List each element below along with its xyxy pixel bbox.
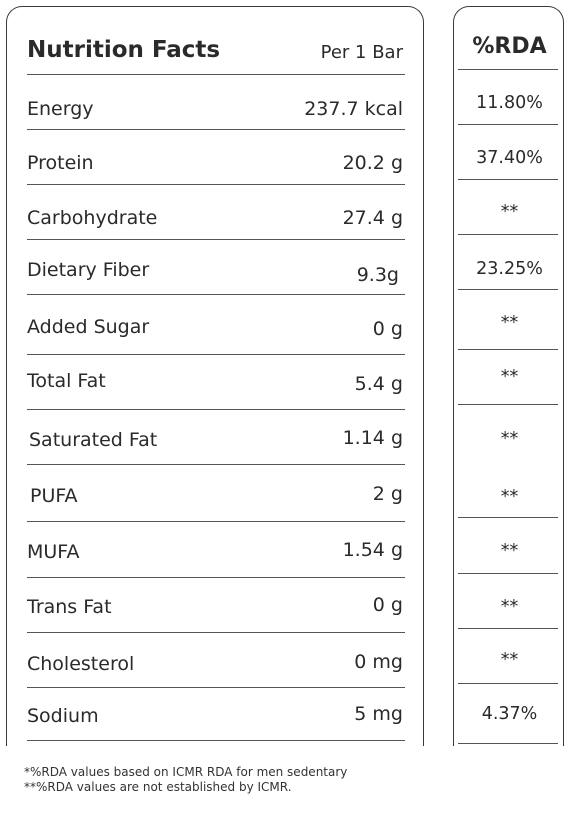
row-label-carbohydrate: Carbohydrate [27, 207, 158, 229]
row-value-cholesterol: 0 mg [354, 651, 403, 673]
row-value-carbohydrate: 27.4 g [342, 207, 403, 229]
rda-sodium: 4.37% [481, 704, 538, 724]
row-value-added-sugar: 0 g [372, 318, 403, 340]
nutrition-facts-title: Nutrition Facts [27, 37, 221, 63]
row-divider [27, 577, 405, 578]
rda-saturated-fat: ** [500, 429, 519, 449]
footnote-icmr-rda: *%RDA values based on ICMR RDA for men s… [24, 765, 348, 779]
row-value-total-fat: 5.4 g [354, 373, 403, 395]
rda-divider [458, 517, 558, 518]
serving-size-label: Per 1 Bar [320, 42, 403, 63]
rda-divider [458, 234, 558, 235]
footnote-not-established: **%RDA values are not established by ICM… [24, 780, 292, 794]
row-value-trans-fat: 0 g [372, 594, 403, 616]
nutrition-facts-panel: Nutrition Facts Per 1 Bar Energy 237.7 k… [6, 6, 424, 746]
row-value-saturated-fat: 1.14 g [342, 427, 403, 449]
rda-protein: 37.40% [476, 148, 543, 168]
row-label-added-sugar: Added Sugar [27, 316, 150, 338]
row-label-cholesterol: Cholesterol [27, 653, 135, 675]
row-divider [27, 409, 405, 410]
row-divider [27, 687, 405, 688]
row-label-trans-fat: Trans Fat [27, 596, 112, 618]
row-divider [27, 632, 405, 633]
rda-column-panel: %RDA 11.80% 37.40% ** 23.25% ** ** ** **… [453, 6, 564, 746]
rda-trans-fat: ** [500, 597, 519, 617]
rda-pufa: ** [500, 487, 519, 507]
rda-divider [458, 69, 558, 70]
rda-divider [458, 124, 558, 125]
row-divider [27, 129, 405, 130]
row-label-saturated-fat: Saturated Fat [29, 429, 158, 451]
rda-carbohydrate: ** [500, 202, 519, 222]
rda-total-fat: ** [500, 367, 519, 387]
row-value-protein: 20.2 g [342, 152, 403, 174]
rda-divider [458, 683, 558, 684]
row-label-sodium: Sodium [27, 705, 99, 727]
rda-dietary-fiber: 23.25% [476, 259, 543, 279]
rda-divider [458, 289, 558, 290]
row-value-mufa: 1.54 g [342, 539, 403, 561]
rda-header: %RDA [472, 34, 547, 59]
rda-divider [458, 743, 558, 744]
row-divider [27, 740, 405, 741]
row-divider [27, 464, 405, 465]
rda-divider [458, 179, 558, 180]
row-divider [27, 354, 405, 355]
row-value-pufa: 2 g [372, 483, 403, 505]
row-label-dietary-fiber: Dietary Fiber [27, 259, 150, 281]
row-value-energy: 237.7 kcal [304, 98, 403, 120]
rda-divider [458, 349, 558, 350]
row-divider [27, 294, 405, 295]
row-divider [27, 239, 405, 240]
row-label-pufa: PUFA [30, 485, 78, 507]
row-label-protein: Protein [27, 152, 94, 174]
rda-divider [458, 573, 558, 574]
row-label-energy: Energy [27, 98, 94, 120]
rda-energy: 11.80% [476, 93, 543, 113]
rda-cholesterol: ** [500, 650, 519, 670]
row-value-dietary-fiber: 9.3g [356, 264, 399, 286]
row-value-sodium: 5 mg [354, 703, 403, 725]
header-divider [27, 74, 405, 75]
rda-divider [458, 404, 558, 405]
row-divider [27, 521, 405, 522]
rda-mufa: ** [500, 541, 519, 561]
rda-added-sugar: ** [500, 313, 519, 333]
row-label-total-fat: Total Fat [27, 370, 106, 392]
row-divider [27, 184, 405, 185]
row-label-mufa: MUFA [27, 541, 80, 563]
rda-divider [458, 628, 558, 629]
